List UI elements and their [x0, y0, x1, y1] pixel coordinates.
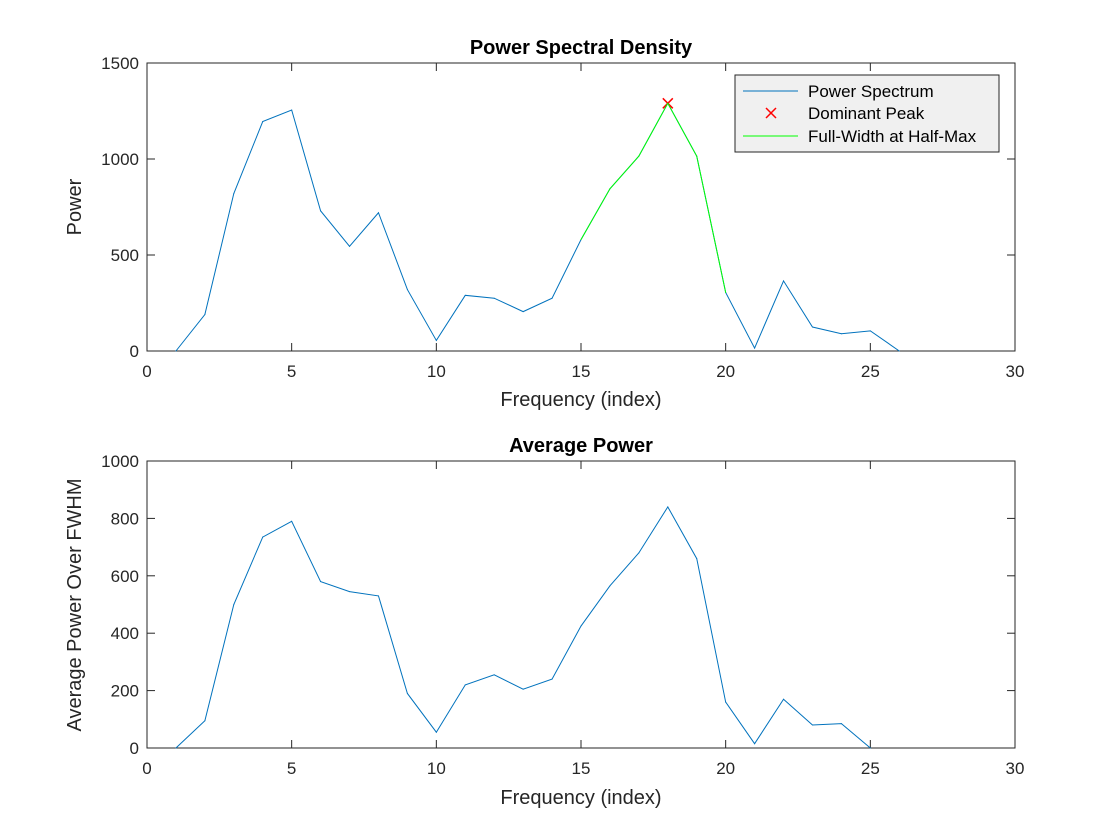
avg-power-y-tick-label: 0 [130, 739, 139, 758]
avg-power-series-point [725, 701, 727, 703]
psd-title: Power Spectral Density [470, 37, 693, 59]
avg-power-axes: 0 5 10 15 20 25 30 0 200 400 600 800 1000 Average Po… [64, 435, 1024, 809]
psd-power-spectrum-point [493, 297, 495, 299]
avg-power-x-tick-label: 30 [1006, 759, 1025, 778]
psd-legend-box [734, 74, 1000, 153]
avg-power-series-point [667, 506, 669, 508]
psd-legend: Power Spectrum Dominant Peak Full-Width … [734, 74, 1000, 153]
psd-power-spectrum-point [869, 330, 871, 332]
psd-y-tick-label: 500 [111, 246, 139, 265]
psd-full-width-at-half-max-point [580, 239, 582, 241]
avg-power-y-axis-label: Average Power Over FWHM [64, 478, 86, 731]
psd-power-spectrum-point [522, 311, 524, 313]
avg-power-x-tick-label: 15 [572, 759, 591, 778]
avg-power-series-point [869, 747, 871, 749]
psd-x-tick-label: 25 [861, 362, 880, 381]
psd-full-width-at-half-max-point [609, 188, 611, 190]
psd-power-spectrum-point [262, 121, 264, 123]
avg-power-y-tick-label: 200 [111, 682, 139, 701]
psd-power-spectrum-point [754, 347, 756, 349]
psd-y-axis-label: Power [64, 178, 86, 235]
avg-power-series-point [840, 723, 842, 725]
psd-x-tick-label: 20 [716, 362, 735, 381]
legend-label-dominant-peak: Dominant Peak [808, 104, 925, 123]
avg-power-x-tick-label: 25 [861, 759, 880, 778]
psd-y-tick-label: 1000 [101, 150, 139, 169]
avg-power-series-point [233, 604, 235, 605]
psd-full-width-at-half-max-point [667, 102, 669, 104]
avg-power-series-point [638, 552, 640, 554]
avg-power-series-point [377, 595, 379, 597]
avg-power-series-point [406, 692, 408, 694]
avg-power-x-tick-label: 5 [287, 759, 296, 778]
psd-power-spectrum-point [233, 193, 235, 195]
psd-x-tick-label: 10 [427, 362, 446, 381]
avg-power-series-point [522, 688, 524, 690]
avg-power-x-tick-label: 20 [716, 759, 735, 778]
avg-power-series-point [609, 585, 611, 587]
psd-power-spectrum-point [898, 350, 900, 352]
avg-power-x-tick-label: 10 [427, 759, 446, 778]
psd-full-width-at-half-max-point [696, 155, 698, 157]
avg-power-y-tick-label: 400 [111, 624, 139, 643]
psd-power-spectrum-point [377, 212, 379, 214]
avg-power-series-point [349, 591, 351, 593]
psd-x-tick-label: 30 [1006, 362, 1025, 381]
psd-power-spectrum-point [551, 297, 553, 299]
avg-power-series-point [464, 684, 466, 686]
psd-power-spectrum-point [320, 210, 322, 212]
psd-power-spectrum-point [840, 333, 842, 335]
avg-power-x-tick-label: 0 [142, 759, 151, 778]
psd-power-spectrum-point [204, 314, 206, 316]
avg-power-series-point [320, 581, 322, 583]
avg-power-title: Average Power [509, 435, 653, 457]
psd-power-spectrum-point [435, 339, 437, 341]
avg-power-series-point [435, 731, 437, 733]
psd-full-width-at-half-max-line [580, 102, 727, 293]
avg-power-plot-area [146, 460, 1016, 749]
avg-power-series-point [493, 674, 495, 676]
avg-power-plot-layer: 0 5 10 15 20 25 30 0 200 400 600 800 1000 [101, 452, 1024, 778]
psd-y-tick-label: 1500 [101, 54, 139, 73]
psd-power-spectrum-point [175, 350, 177, 352]
avg-power-series-point [551, 678, 553, 680]
psd-x-tick-label: 5 [287, 362, 296, 381]
psd-power-spectrum-point [291, 109, 293, 111]
psd-power-spectrum-point [811, 326, 813, 328]
avg-power-x-axis-label: Frequency (index) [500, 787, 661, 809]
avg-power-series-point [580, 625, 582, 627]
legend-label-power-spectrum: Power Spectrum [808, 82, 934, 101]
avg-power-series-point [204, 720, 206, 722]
psd-power-spectrum-point [349, 245, 351, 247]
avg-power-series-point [811, 724, 813, 726]
avg-power-series-point [291, 520, 293, 522]
avg-power-series-point [783, 698, 785, 700]
psd-x-tick-label: 0 [142, 362, 151, 381]
psd-power-spectrum-point [783, 280, 785, 282]
avg-power-series-point [696, 558, 698, 560]
psd-axes: 0 5 10 15 20 25 30 0 500 1000 1500 Power Spectral … [64, 37, 1024, 411]
psd-power-spectrum-point [464, 294, 466, 296]
avg-power-series-point [754, 743, 756, 745]
psd-x-tick-label: 15 [572, 362, 591, 381]
psd-power-spectrum-line [175, 102, 900, 352]
legend-swatch-dominant-peak [765, 107, 777, 119]
avg-power-series-point [175, 747, 177, 749]
psd-power-spectrum-point [406, 289, 408, 291]
avg-power-series-point [262, 536, 264, 538]
avg-power-y-tick-label: 1000 [101, 452, 139, 471]
psd-full-width-at-half-max-point [725, 291, 727, 293]
psd-full-width-at-half-max-point [638, 155, 640, 157]
avg-power-y-tick-label: 800 [111, 509, 139, 528]
psd-y-tick-label: 0 [130, 342, 139, 361]
psd-x-axis-label: Frequency (index) [500, 389, 661, 411]
avg-power-y-tick-label: 600 [111, 567, 139, 586]
legend-label-fwhm: Full-Width at Half-Max [808, 127, 977, 146]
psd-plot-layer: 0 5 10 15 20 25 30 0 500 1000 1500 [101, 54, 1024, 381]
